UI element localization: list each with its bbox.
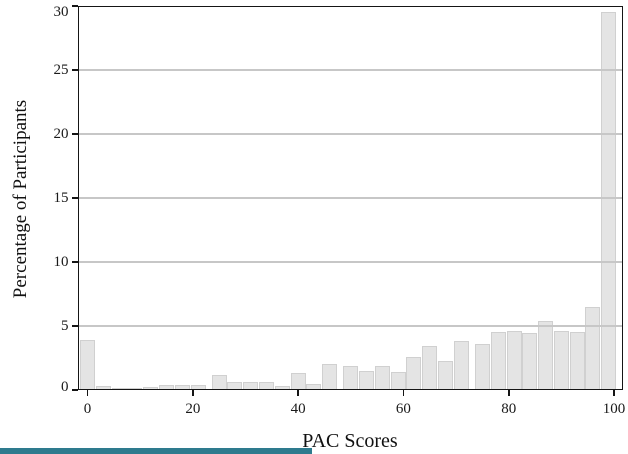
bar bbox=[243, 381, 259, 390]
x-axis-label: PAC Scores bbox=[302, 430, 398, 452]
y-tick-mark bbox=[71, 197, 78, 199]
bar bbox=[538, 320, 554, 390]
y-tick-mark bbox=[71, 325, 78, 327]
bar bbox=[322, 364, 338, 390]
bar bbox=[174, 384, 190, 390]
grid-line bbox=[77, 69, 623, 71]
bar bbox=[601, 12, 617, 390]
bar bbox=[569, 332, 585, 390]
y-tick-label: 25 bbox=[53, 62, 69, 78]
bar bbox=[474, 343, 490, 390]
bar bbox=[143, 386, 159, 390]
bar bbox=[80, 340, 95, 390]
bar bbox=[406, 356, 422, 390]
y-tick-mark bbox=[71, 69, 78, 71]
y-tick-mark bbox=[71, 261, 78, 263]
x-tick-label: 60 bbox=[395, 401, 411, 417]
bar bbox=[522, 333, 538, 390]
bar bbox=[374, 365, 390, 390]
bar bbox=[390, 372, 406, 390]
x-tick-label: 40 bbox=[290, 401, 306, 417]
bottom-accent-strip bbox=[0, 448, 312, 454]
bar bbox=[158, 384, 174, 390]
x-tick-mark bbox=[297, 390, 299, 396]
grid-line bbox=[77, 325, 623, 327]
bar bbox=[274, 385, 290, 390]
bar bbox=[211, 374, 227, 390]
y-tick-label: 10 bbox=[53, 254, 69, 270]
x-tick-label: 80 bbox=[501, 401, 517, 417]
x-tick-mark bbox=[507, 390, 510, 396]
bar bbox=[259, 382, 275, 390]
bar bbox=[306, 383, 322, 390]
bar bbox=[343, 366, 359, 390]
bar bbox=[290, 373, 306, 390]
y-tick-mark bbox=[71, 389, 78, 391]
x-tick-mark bbox=[192, 390, 194, 396]
grid-line bbox=[77, 197, 623, 199]
x-tick-mark bbox=[402, 390, 405, 396]
bar bbox=[190, 384, 206, 390]
grid-line bbox=[77, 261, 623, 263]
grid-line bbox=[77, 133, 623, 135]
y-tick-label: 0 bbox=[61, 379, 69, 395]
y-tick-label: 15 bbox=[53, 190, 69, 206]
bar bbox=[453, 340, 469, 390]
bar bbox=[553, 331, 569, 390]
x-tick-mark bbox=[86, 390, 89, 396]
bar bbox=[227, 382, 243, 390]
x-tick-label: 0 bbox=[83, 401, 92, 417]
y-tick-label: 30 bbox=[53, 4, 69, 20]
bar bbox=[490, 332, 506, 390]
y-tick-mark bbox=[71, 5, 78, 7]
bar bbox=[438, 360, 454, 390]
bar bbox=[506, 331, 522, 390]
bar bbox=[359, 370, 375, 390]
x-tick-label: 100 bbox=[602, 401, 626, 417]
y-tick-mark bbox=[71, 133, 78, 135]
x-tick-label: 20 bbox=[185, 401, 201, 417]
x-tick-mark bbox=[613, 390, 615, 396]
bar bbox=[95, 385, 111, 390]
bar bbox=[585, 306, 601, 390]
y-tick-label: 20 bbox=[53, 126, 69, 142]
plot-area bbox=[77, 6, 623, 390]
bar bbox=[422, 346, 438, 390]
y-tick-label: 5 bbox=[61, 318, 69, 334]
